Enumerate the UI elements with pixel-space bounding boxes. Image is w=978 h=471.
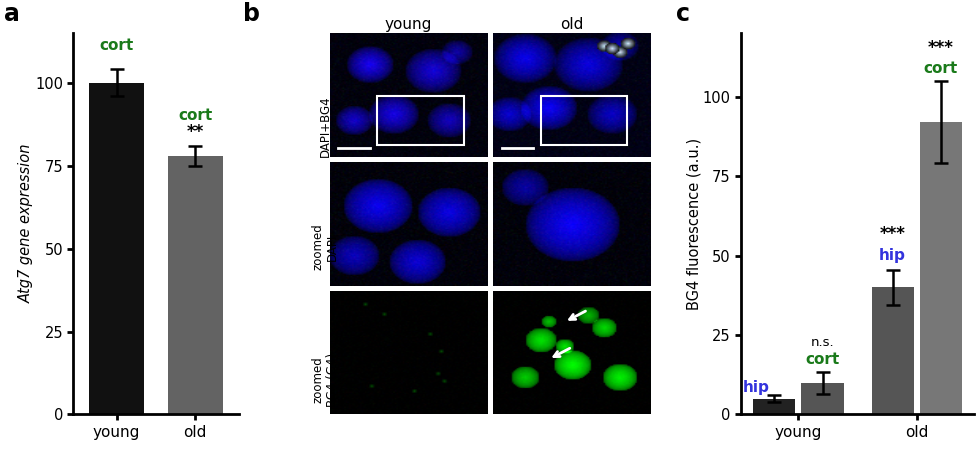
Bar	[378, 96, 464, 145]
Text: ***: ***	[927, 39, 953, 57]
Bar	[801, 382, 843, 414]
Bar	[919, 122, 960, 414]
Bar	[167, 156, 223, 414]
Text: b: b	[243, 2, 260, 26]
Bar	[89, 83, 144, 414]
Bar	[752, 398, 794, 414]
Bar	[540, 96, 627, 145]
Text: **: **	[187, 123, 203, 141]
Text: ***: ***	[879, 225, 905, 243]
Title: young: young	[384, 17, 431, 32]
Y-axis label: Atg7 gene expression: Atg7 gene expression	[19, 144, 33, 303]
Y-axis label: BG4 fluorescence (a.u.): BG4 fluorescence (a.u.)	[686, 138, 700, 310]
Text: hip: hip	[878, 249, 905, 263]
Text: a: a	[4, 2, 20, 26]
Title: old: old	[559, 17, 583, 32]
Text: cort: cort	[178, 107, 212, 122]
Text: n.s.: n.s.	[810, 336, 833, 349]
Y-axis label: zoomed
DAPI: zoomed DAPI	[311, 224, 339, 270]
Bar	[870, 287, 912, 414]
Text: c: c	[675, 2, 689, 26]
Text: cort: cort	[922, 61, 956, 76]
Text: cort: cort	[805, 352, 839, 367]
Text: cort: cort	[100, 38, 134, 53]
Y-axis label: zoomed
BG4 (G4): zoomed BG4 (G4)	[311, 353, 339, 406]
Text: hip: hip	[742, 381, 769, 396]
Y-axis label: DAPI+BG4: DAPI+BG4	[319, 95, 332, 156]
